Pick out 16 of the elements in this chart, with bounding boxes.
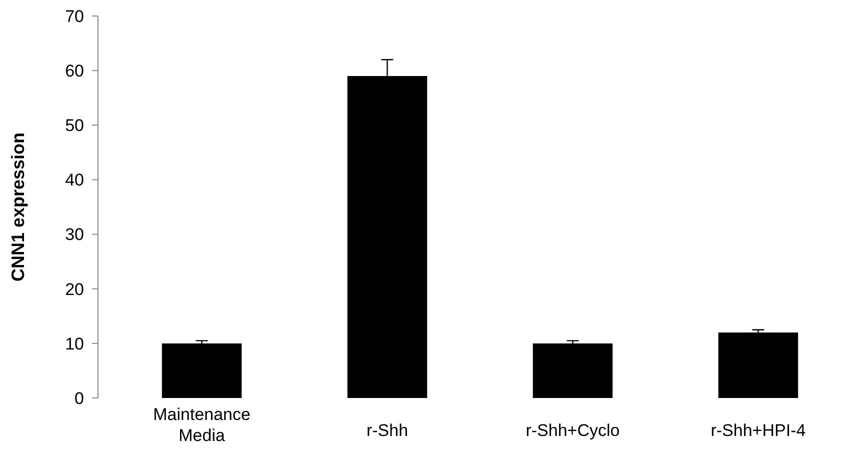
y-tick-label: 10 [65, 334, 84, 354]
y-tick-label: 70 [65, 6, 84, 26]
x-tick-label: Maintenance Media [153, 405, 250, 445]
x-tick-label: r-Shh+Cyclo [526, 421, 620, 440]
bar [162, 343, 242, 398]
y-tick-label: 0 [74, 388, 84, 408]
y-tick-label: 20 [65, 280, 84, 299]
bar [532, 343, 613, 398]
y-axis-title: CNN1 expression [8, 132, 28, 282]
bar [718, 332, 798, 398]
y-tick-label: 60 [65, 62, 84, 81]
x-tick-label: r-Shh [366, 421, 408, 440]
y-tick-label: 40 [65, 170, 84, 190]
y-tick-label: 30 [65, 225, 84, 244]
y-tick-label: 50 [65, 116, 84, 136]
x-tick-label: r-Shh+HPI-4 [710, 421, 806, 440]
